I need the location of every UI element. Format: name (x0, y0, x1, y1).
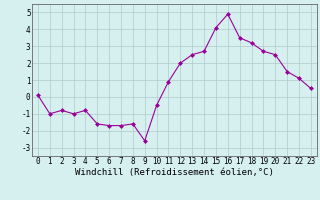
X-axis label: Windchill (Refroidissement éolien,°C): Windchill (Refroidissement éolien,°C) (75, 168, 274, 177)
